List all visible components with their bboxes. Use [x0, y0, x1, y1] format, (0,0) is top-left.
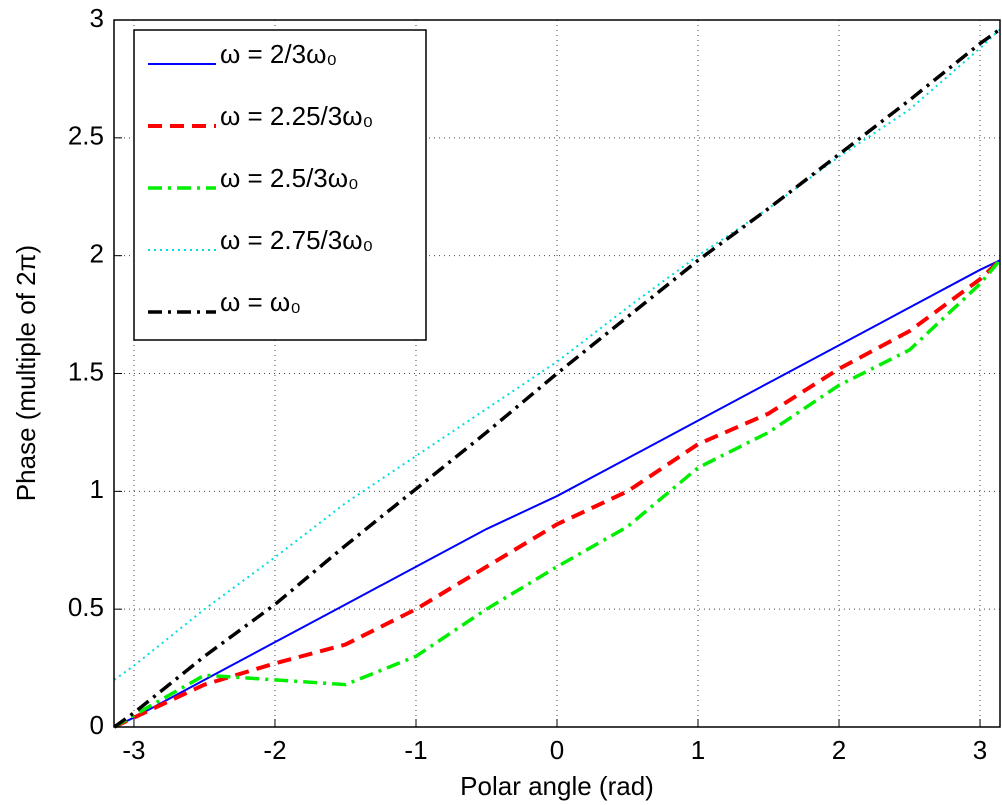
legend-label: ω = ω₀ [220, 287, 301, 317]
x-tick-label: 0 [550, 735, 564, 765]
y-tick-label: 2 [90, 239, 104, 269]
legend-label: ω = 2.25/3ω₀ [220, 101, 373, 131]
x-tick-label: -3 [122, 735, 145, 765]
legend-box [133, 29, 427, 341]
legend-label: ω = 2/3ω₀ [220, 39, 337, 69]
y-tick-label: 2.5 [68, 121, 104, 151]
series-line [113, 258, 1002, 729]
y-tick-label: 0 [90, 710, 104, 740]
x-tick-label: 2 [832, 735, 846, 765]
y-tick-label: 0.5 [68, 592, 104, 622]
y-tick-label: 3 [90, 3, 104, 33]
x-tick-label: 3 [973, 735, 987, 765]
series-line [113, 259, 1002, 729]
y-tick-label: 1 [90, 474, 104, 504]
series-line [113, 259, 1001, 728]
x-tick-label: -1 [404, 735, 427, 765]
legend-label: ω = 2.5/3ω₀ [220, 163, 359, 193]
axes-box [113, 19, 1001, 728]
y-axis-label: Phase (multiple of 2π) [11, 245, 41, 501]
legend-label: ω = 2.75/3ω₀ [220, 225, 373, 255]
y-tick-label: 1.5 [68, 356, 104, 386]
x-tick-label: 1 [691, 735, 705, 765]
x-axis-label: Polar angle (rad) [460, 771, 654, 801]
x-tick-label: -2 [263, 735, 286, 765]
